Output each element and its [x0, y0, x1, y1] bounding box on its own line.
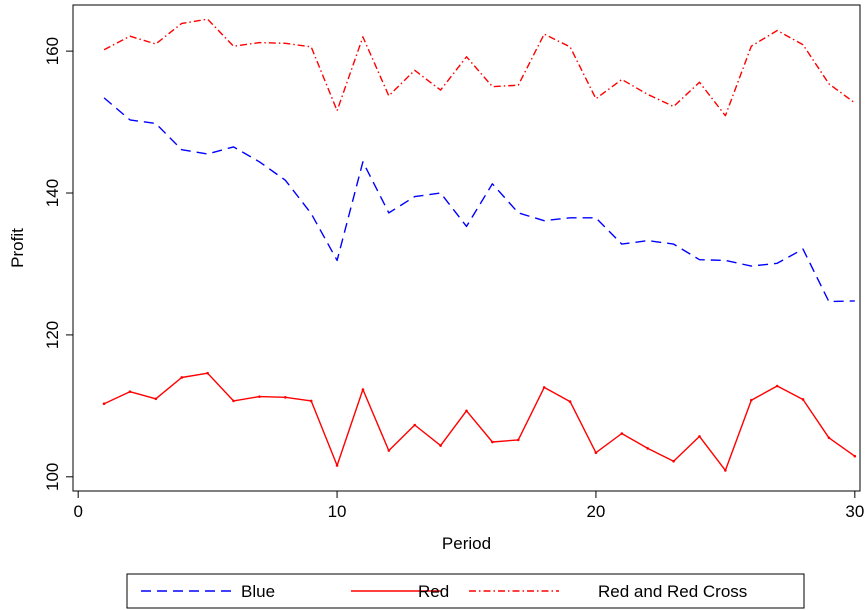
series-line-0: [103, 97, 855, 303]
data-point: [465, 409, 468, 413]
data-point: [361, 388, 365, 391]
legend-label: Red and Red Cross: [598, 582, 747, 601]
data-point: [646, 447, 650, 450]
data-point: [439, 444, 442, 447]
data-point: [516, 438, 520, 442]
series-lines: [102, 18, 857, 472]
data-point: [413, 423, 417, 427]
data-point: [724, 469, 727, 472]
y-tick-label: 160: [43, 37, 62, 65]
data-point: [749, 398, 753, 402]
data-point: [387, 449, 391, 452]
data-point: [827, 436, 831, 440]
y-tick-label: 140: [43, 179, 62, 207]
data-point: [283, 396, 287, 399]
legend-box: [126, 573, 805, 609]
data-point: [154, 397, 158, 401]
legend-label: Blue: [241, 582, 275, 601]
data-point: [491, 440, 494, 444]
legend-label: Red: [418, 582, 449, 601]
series-line-1: [103, 372, 856, 472]
data-point: [128, 390, 132, 393]
data-point: [853, 454, 857, 458]
data-point: [801, 398, 805, 401]
data-point: [775, 384, 779, 388]
y-tick-label: 120: [43, 321, 62, 349]
x-tick-label: 30: [845, 502, 864, 521]
data-point: [102, 402, 106, 406]
y-axis: 100 120 140 160: [43, 37, 73, 491]
legend: Blue Red Red and Red Cross: [126, 573, 805, 609]
data-point: [309, 399, 313, 403]
y-tick-label: 100: [43, 463, 62, 491]
data-point: [568, 400, 572, 403]
data-point: [542, 386, 546, 389]
data-point: [594, 451, 598, 454]
plot-area-frame: [72, 4, 861, 492]
y-axis-label: Profit: [8, 228, 27, 268]
data-point: [206, 371, 209, 375]
data-point: [232, 399, 235, 403]
data-point: [620, 432, 624, 435]
x-tick-label: 20: [586, 502, 605, 521]
data-point: [672, 459, 675, 463]
data-point: [698, 435, 701, 438]
series-line-2: [103, 18, 856, 117]
x-tick-label: 10: [328, 502, 347, 521]
x-axis-label: Period: [442, 534, 491, 553]
data-point: [180, 376, 184, 379]
data-point: [335, 464, 339, 467]
x-axis: 0 10 20 30: [73, 491, 864, 521]
data-point: [258, 395, 261, 398]
x-tick-label: 0: [73, 502, 82, 521]
